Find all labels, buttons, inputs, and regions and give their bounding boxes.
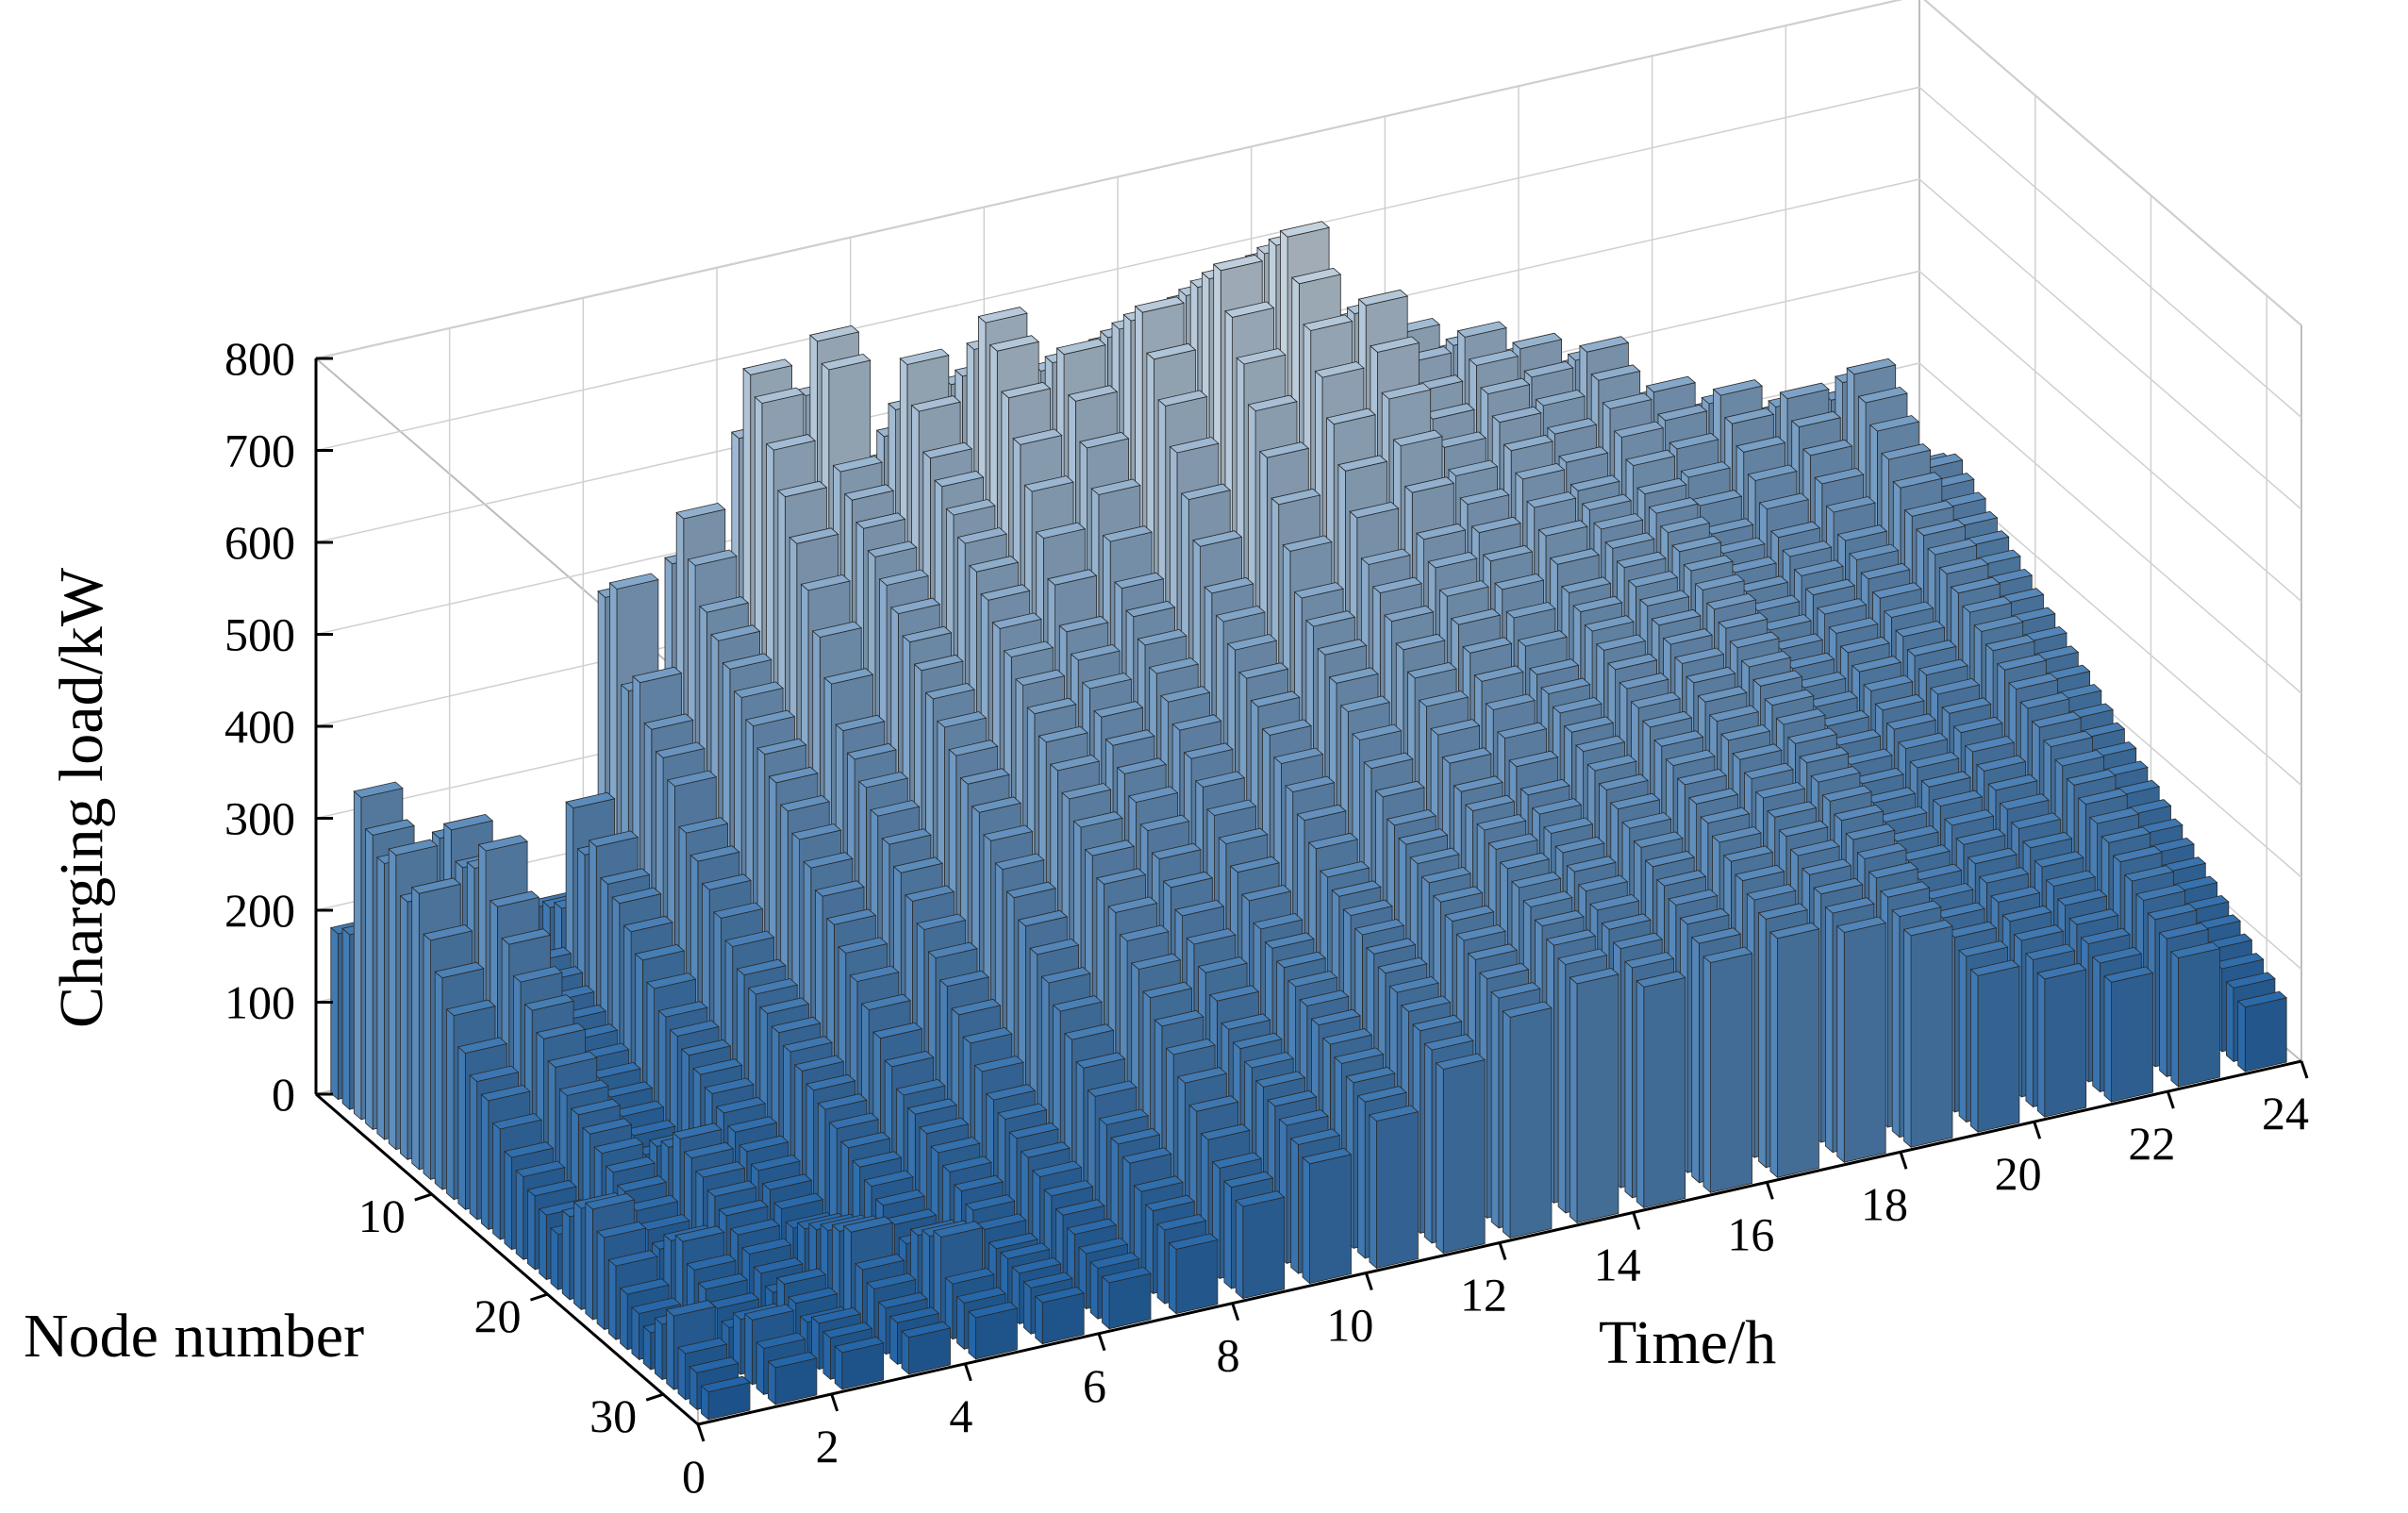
bar-h16-n33: [1702, 946, 1753, 1194]
x-tick-mark: [1364, 1272, 1373, 1291]
bar-h4-n33: [901, 1321, 952, 1375]
bar-h6-n33: [1034, 1286, 1086, 1345]
node-tick-mark: [645, 1392, 664, 1402]
bar-h18-n33: [1835, 916, 1887, 1164]
bar-h2-n33: [767, 1351, 818, 1405]
x-tick-mark: [830, 1393, 839, 1412]
bar-h22-n33: [2103, 966, 2154, 1103]
chart-tick-labels: 0100200300400500600700800024681012141618…: [224, 332, 2309, 1503]
y-tick-label: 200: [224, 884, 295, 937]
bar-h17-n33: [1769, 922, 1820, 1179]
x-tick-label: 2: [816, 1420, 839, 1472]
bar-h19-n33: [1902, 919, 1953, 1149]
x-tick-label: 6: [1083, 1359, 1106, 1412]
x-tick-mark: [1899, 1151, 1908, 1170]
bar-h23-n33: [2170, 941, 2221, 1088]
y-tick-label: 700: [224, 424, 295, 477]
x-tick-label: 24: [2262, 1087, 2309, 1139]
x-tick-mark: [963, 1363, 972, 1382]
bar-h21-n33: [2036, 962, 2087, 1118]
bar-h7-n33: [1101, 1266, 1152, 1330]
x-tick-label: 16: [1727, 1207, 1774, 1260]
node-tick-label: 30: [590, 1389, 637, 1442]
x-tick-mark: [2033, 1121, 2042, 1139]
y-tick-label: 600: [224, 516, 295, 569]
x-tick-mark: [2300, 1060, 2309, 1079]
node-tick-mark: [414, 1192, 433, 1202]
x-tick-label: 10: [1326, 1299, 1373, 1352]
bar-h5-n33: [968, 1301, 1019, 1360]
x-tick-label: 22: [2128, 1117, 2175, 1170]
x-tick-mark: [1231, 1303, 1240, 1322]
node-tick-label: 10: [358, 1189, 406, 1242]
x-tick-mark: [696, 1423, 706, 1442]
x-tick-label: 18: [1861, 1177, 1908, 1230]
bar-h20-n33: [1969, 959, 2020, 1133]
y-tick-label: 0: [272, 1068, 295, 1121]
bar-h3-n33: [834, 1336, 885, 1390]
chart-bars: [329, 221, 2288, 1421]
bar-h11-n33: [1369, 1105, 1420, 1270]
bar-h1-n33: [700, 1375, 751, 1421]
chart-axes: [314, 357, 2309, 1442]
x-tick-label: 8: [1217, 1329, 1240, 1382]
node-tick-mark: [529, 1292, 548, 1302]
y-tick-label: 400: [224, 700, 295, 753]
y-tick-label: 100: [224, 976, 295, 1029]
node-tick-label: 20: [473, 1289, 521, 1342]
x-tick-mark: [1632, 1211, 1641, 1230]
bar-h15-n33: [1636, 971, 1686, 1209]
bar-h10-n33: [1302, 1147, 1353, 1285]
x-tick-label: 20: [1995, 1147, 2042, 1200]
node-axis-title: Node number: [24, 1302, 364, 1371]
bar-h8-n33: [1168, 1233, 1219, 1315]
bar-h24-n33: [2236, 990, 2288, 1072]
x-tick-mark: [1097, 1333, 1106, 1352]
x-tick-mark: [2166, 1090, 2175, 1109]
x-tick-label: 4: [949, 1389, 972, 1442]
x-tick-mark: [1498, 1242, 1507, 1260]
x-tick-label: 12: [1460, 1269, 1507, 1322]
bar-h9-n33: [1235, 1190, 1286, 1300]
bar-h13-n33: [1502, 1001, 1553, 1239]
y-tick-label: 800: [224, 332, 295, 385]
x-tick-label: 14: [1594, 1238, 1641, 1290]
y-axis-title: Charging load/kW: [47, 567, 116, 1028]
y-tick-label: 300: [224, 792, 295, 845]
bar-h14-n33: [1569, 967, 1619, 1224]
x-axis-title: Time/h: [1599, 1308, 1776, 1377]
x-tick-label: 0: [682, 1450, 706, 1503]
x-tick-mark: [1765, 1181, 1774, 1200]
y-tick-label: 500: [224, 608, 295, 661]
node-axis-line: [315, 1092, 699, 1426]
bar-h12-n33: [1435, 1053, 1486, 1255]
